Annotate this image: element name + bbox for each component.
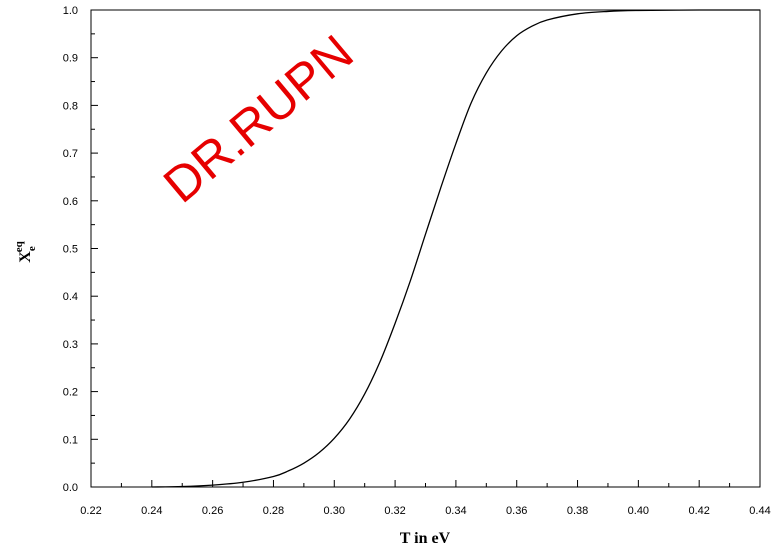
x-tick-label: 0.30 bbox=[324, 505, 345, 517]
plot-frame bbox=[90, 9, 761, 488]
watermark-text: DR.RUPN bbox=[153, 24, 363, 213]
x-tick-label: 0.42 bbox=[688, 505, 709, 517]
y-axis-title-sub: e bbox=[26, 246, 38, 251]
y-axis-title-main: X bbox=[17, 251, 34, 263]
x-axis-title: T in eV bbox=[400, 530, 451, 547]
series-area bbox=[151, 9, 761, 488]
x-tick-label: 0.34 bbox=[445, 505, 466, 517]
y-tick-label: 0.7 bbox=[63, 148, 78, 160]
x-axis: 0.22 0.24 0.26 0.28 0.30 0.32 0.34 0.36 0.38 0.40… bbox=[80, 480, 771, 517]
y-tick-label: 0.0 bbox=[63, 482, 78, 494]
x-tick-label: 0.44 bbox=[749, 505, 770, 517]
x-tick-label: 0.36 bbox=[506, 505, 527, 517]
y-tick-label: 0.3 bbox=[63, 339, 78, 351]
y-tick-label: 0.9 bbox=[63, 53, 78, 65]
y-axis-title-sup: eq bbox=[13, 240, 25, 252]
x-tick-label: 0.28 bbox=[263, 505, 284, 517]
x-tick-label: 0.40 bbox=[628, 505, 649, 517]
x-tick-label: 0.32 bbox=[384, 505, 405, 517]
y-axis: 0.0 0.1 0.2 0.3 0.4 0.5 0.6 0.7 0.8 0.9 1.0 bbox=[63, 5, 98, 494]
y-tick-label: 0.5 bbox=[63, 244, 78, 256]
y-tick-label: 0.8 bbox=[63, 100, 78, 112]
y-tick-label: 0.2 bbox=[63, 387, 78, 399]
y-tick-label: 1.0 bbox=[63, 5, 78, 17]
y-axis-title: Xeeq bbox=[13, 240, 38, 262]
y-tick-label: 0.1 bbox=[63, 434, 78, 446]
series-line bbox=[151, 9, 761, 488]
x-tick-label: 0.26 bbox=[202, 505, 223, 517]
y-tick-label: 0.6 bbox=[63, 196, 78, 208]
x-tick-label: 0.38 bbox=[567, 505, 588, 517]
x-tick-label: 0.24 bbox=[141, 505, 162, 517]
x-tick-label: 0.22 bbox=[80, 505, 101, 517]
y-tick-label: 0.4 bbox=[63, 291, 78, 303]
